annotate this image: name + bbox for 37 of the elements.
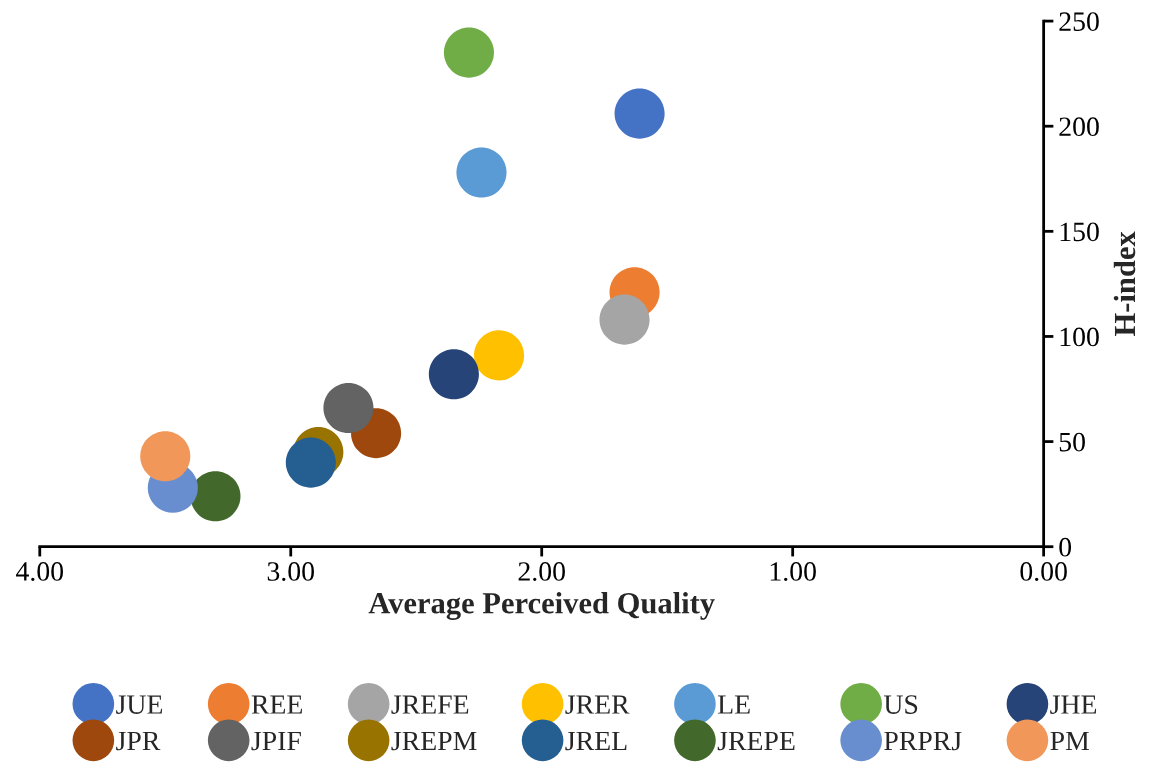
point xyxy=(323,382,374,433)
x-tick-label: 2.00 xyxy=(518,562,565,581)
y-tick-label: 200 xyxy=(1059,117,1099,137)
point xyxy=(428,349,479,400)
legend-label: JREL xyxy=(565,731,627,751)
y-tick-label: 50 xyxy=(1059,432,1085,452)
legend-label: JHE xyxy=(1050,695,1097,714)
legend-label: LE xyxy=(717,695,750,714)
point xyxy=(285,437,336,488)
point xyxy=(190,471,241,522)
point xyxy=(474,330,525,381)
x-tick-label: 3.00 xyxy=(267,562,314,581)
legend-label: JUE xyxy=(116,695,163,714)
x-tick-label: 4.00 xyxy=(16,562,64,581)
point xyxy=(614,88,665,139)
point xyxy=(443,27,494,78)
legend-label: JREPE xyxy=(717,731,795,751)
point xyxy=(599,294,650,345)
point xyxy=(456,147,507,198)
x-tick-label: 0.00 xyxy=(1020,562,1067,581)
legend-label: JREFE xyxy=(391,695,469,714)
legend-label: REE xyxy=(251,695,302,714)
y-tick-label: 150 xyxy=(1060,222,1099,242)
x-tick-label: 1.00 xyxy=(770,562,816,581)
legend-label: PM xyxy=(1050,731,1089,751)
y-tick-label: 250 xyxy=(1059,12,1099,31)
legend-label: JPR xyxy=(116,731,161,751)
y-axis-title: H-index xyxy=(1113,231,1136,336)
legend-label: JPIF xyxy=(251,731,301,751)
legend-label: US xyxy=(883,695,918,714)
legend-label: JRER xyxy=(565,695,630,714)
legend-label: PRPRJ xyxy=(884,731,962,751)
point xyxy=(140,431,191,482)
y-tick-label: 0 xyxy=(1059,537,1072,557)
x-axis-title: Average Perceived Quality xyxy=(368,592,715,620)
y-tick-label: 100 xyxy=(1060,327,1099,347)
legend-label: JREPM xyxy=(391,731,477,751)
